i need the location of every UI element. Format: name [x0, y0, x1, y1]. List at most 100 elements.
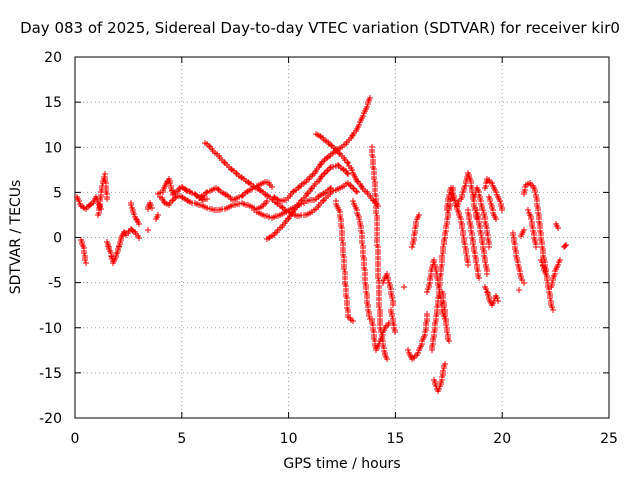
data-point [484, 289, 490, 295]
data-point [401, 284, 407, 290]
data-point [324, 168, 330, 174]
data-point [444, 329, 450, 335]
data-point [279, 204, 285, 210]
data-point [304, 191, 310, 197]
data-point [459, 225, 465, 231]
data-point [344, 159, 350, 165]
data-point [510, 232, 516, 238]
data-point [533, 244, 539, 250]
data-point [562, 243, 568, 249]
data-point [493, 216, 499, 222]
y-tick-label: 0 [53, 231, 62, 247]
data-point [366, 313, 372, 319]
data-point [364, 104, 370, 110]
data-point [360, 113, 366, 119]
data-point [460, 232, 466, 238]
data-point [446, 192, 452, 198]
data-point [539, 259, 545, 265]
data-point [83, 260, 89, 266]
data-point [555, 225, 561, 231]
data-point [350, 185, 356, 191]
data-point [525, 207, 531, 213]
data-point [350, 318, 356, 324]
data-point [327, 165, 333, 171]
data-point [376, 304, 382, 310]
data-point [392, 329, 398, 335]
data-point [424, 289, 430, 295]
data-point [350, 198, 356, 204]
data-point [149, 205, 155, 211]
data-point [405, 347, 411, 353]
data-point [264, 198, 270, 204]
x-tick-label: 15 [386, 431, 404, 447]
data-point [516, 287, 522, 293]
data-point [145, 227, 151, 233]
data-point [239, 193, 245, 199]
data-point [462, 183, 468, 189]
data-point [169, 198, 175, 204]
data-point [345, 171, 351, 177]
y-tick-label: -20 [39, 411, 62, 427]
data-point [204, 189, 210, 195]
data-point [376, 341, 382, 347]
data-point [155, 212, 161, 218]
data-point [328, 142, 334, 148]
data-point [385, 277, 391, 283]
data-point [206, 143, 212, 149]
x-tick-label: 20 [493, 431, 511, 447]
data-point [104, 196, 110, 202]
y-axis-label: SDTVAR / TECUs [8, 179, 24, 295]
data-point [436, 386, 442, 392]
data-point [349, 167, 355, 173]
data-point [521, 280, 527, 286]
data-point [291, 207, 297, 213]
data-point [439, 253, 445, 259]
data-point [473, 259, 479, 265]
data-point [356, 122, 362, 128]
data-point [221, 159, 227, 165]
data-point [298, 198, 304, 204]
data-point [441, 304, 447, 310]
data-point [416, 212, 422, 218]
data-point [344, 170, 350, 176]
data-point [431, 259, 437, 265]
data-point [76, 198, 82, 204]
data-point [359, 240, 365, 246]
data-point [542, 269, 548, 275]
data-point [547, 295, 553, 301]
data-point [321, 171, 327, 177]
data-point [446, 338, 452, 344]
data-point [549, 304, 555, 310]
data-point [480, 207, 486, 213]
data-point [389, 313, 395, 319]
data-point [336, 150, 342, 156]
data-point [442, 361, 448, 367]
data-point [233, 170, 239, 176]
data-point [347, 182, 353, 188]
data-point [136, 221, 142, 227]
data-point [371, 176, 377, 182]
data-point [356, 216, 362, 222]
data-point [389, 295, 395, 301]
data-point [443, 322, 449, 328]
x-tick-label: 5 [177, 431, 186, 447]
data-point [341, 266, 347, 272]
data-point [415, 350, 421, 356]
data-point [318, 174, 324, 180]
data-point [487, 198, 493, 204]
data-point [335, 162, 341, 168]
data-point [470, 241, 476, 247]
data-point [449, 187, 455, 193]
data-point [339, 237, 345, 243]
data-point [128, 202, 134, 208]
x-tick-label: 0 [71, 431, 80, 447]
x-axis-label: GPS time / hours [283, 456, 401, 472]
data-point [367, 95, 373, 101]
data-point [249, 186, 255, 192]
data-point [189, 190, 195, 196]
data-point [555, 262, 561, 268]
data-point [483, 286, 489, 292]
data-point [528, 216, 534, 222]
